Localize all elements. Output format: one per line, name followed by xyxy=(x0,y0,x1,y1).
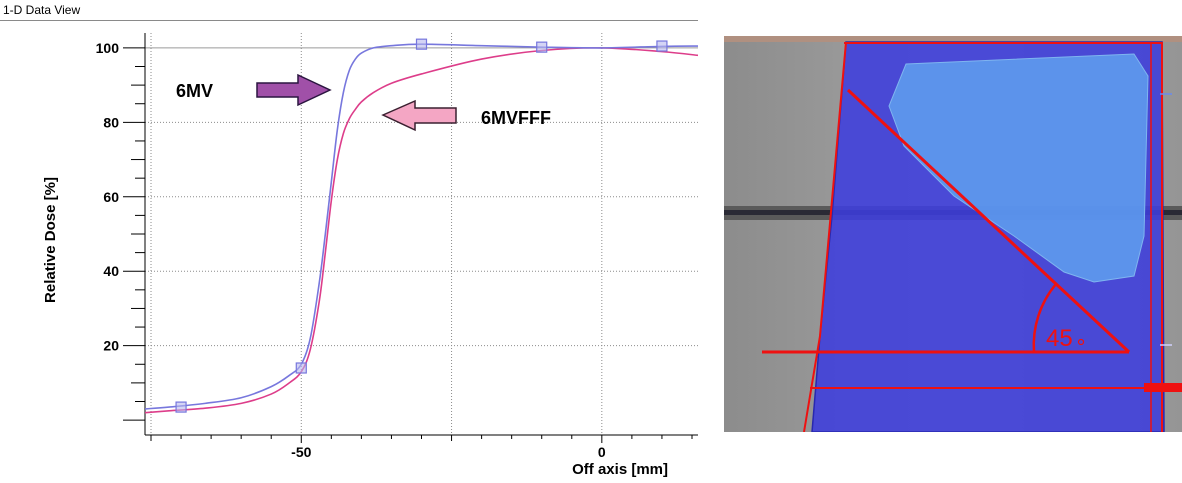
angle-diagonal-line xyxy=(846,88,1131,354)
callouts: 6MV 6MVFFF xyxy=(176,73,551,132)
grid xyxy=(145,33,698,435)
data-point-6mv xyxy=(656,40,668,52)
y-tick-label: 60 xyxy=(103,189,119,205)
panel-title: 1-D Data View xyxy=(3,3,81,17)
degree-mark xyxy=(1077,338,1085,346)
callout-arrow-6mv xyxy=(256,73,332,107)
axes: 20 40 60 80 100 -50 0 xyxy=(96,33,698,460)
y-axis-label: Relative Dose [%] xyxy=(42,177,59,303)
series-layer xyxy=(145,38,698,414)
edge-marker xyxy=(1144,383,1182,392)
x-tick-label: 0 xyxy=(598,444,606,460)
data-point-6mv xyxy=(536,41,548,53)
series-line-6mv xyxy=(145,43,698,410)
y-tick-label: 80 xyxy=(103,114,119,130)
field-boundary-left xyxy=(803,41,847,432)
film-top-edge xyxy=(724,36,1182,42)
title-divider xyxy=(0,20,698,21)
y-tick-label: 40 xyxy=(103,263,119,279)
callout-label-6mv: 6MV xyxy=(176,81,213,101)
data-point-6mv xyxy=(175,401,187,413)
x-tick-label: -50 xyxy=(291,444,311,460)
callout-label-6mvfff: 6MVFFF xyxy=(481,108,551,128)
x-axis-label: Off axis [mm] xyxy=(572,461,668,478)
data-point-6mv xyxy=(295,362,307,374)
field-overlay: 45 xyxy=(724,36,1182,432)
data-point-6mv xyxy=(415,38,428,50)
angle-arc xyxy=(1032,283,1057,353)
y-tick-label: 20 xyxy=(103,338,119,354)
callout-arrow-6mvfff xyxy=(381,99,457,132)
dose-profile-chart: 20 40 60 80 100 -50 0 6MV 6MVFFF Off axis [mm]… xyxy=(42,33,698,478)
series-line-6mvfff xyxy=(145,47,698,414)
y-tick-label: 100 xyxy=(96,40,120,56)
treatment-field-image: 45 xyxy=(724,36,1182,432)
angle-label: 45 xyxy=(1046,325,1073,352)
